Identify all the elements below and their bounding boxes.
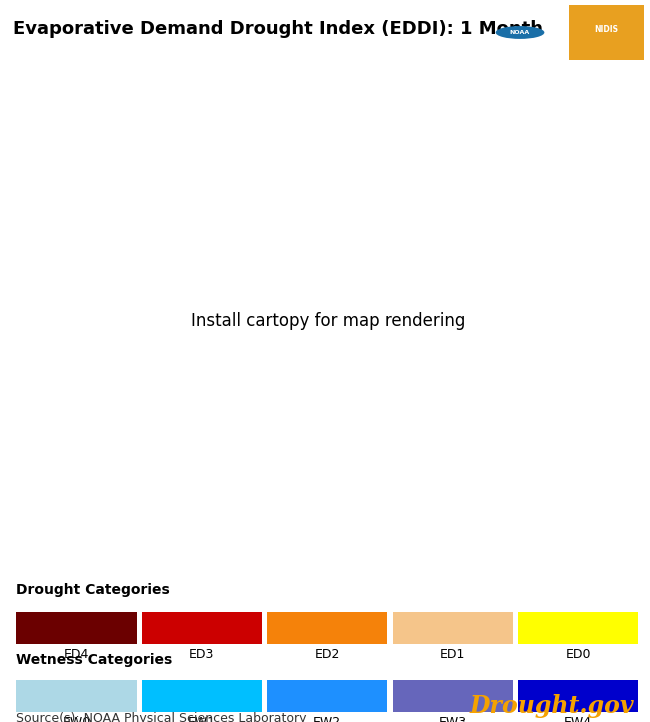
FancyBboxPatch shape [16,680,136,712]
Text: NOAA: NOAA [510,30,530,35]
Text: EW1: EW1 [188,716,216,722]
Text: EW3: EW3 [439,716,467,722]
Text: Drought Categories: Drought Categories [16,583,170,597]
Text: Wetness Categories: Wetness Categories [16,653,172,666]
Text: Install cartopy for map rendering: Install cartopy for map rendering [191,313,465,330]
Text: EW0: EW0 [62,716,90,722]
Text: ED4: ED4 [64,648,89,661]
Text: ED0: ED0 [566,648,591,661]
Text: ED3: ED3 [189,648,214,661]
Text: Source(s): NOAA Physical Sciences Laboratory
Last Updated - 08/17/21: Source(s): NOAA Physical Sciences Labora… [16,712,307,722]
FancyBboxPatch shape [569,5,644,60]
Text: ED2: ED2 [315,648,340,661]
Text: ED1: ED1 [440,648,465,661]
FancyBboxPatch shape [142,612,262,644]
FancyBboxPatch shape [267,680,387,712]
Ellipse shape [495,26,545,39]
FancyBboxPatch shape [518,612,638,644]
FancyBboxPatch shape [267,612,387,644]
FancyBboxPatch shape [518,680,638,712]
FancyBboxPatch shape [16,612,136,644]
FancyBboxPatch shape [142,680,262,712]
FancyBboxPatch shape [393,612,513,644]
Text: NIDIS: NIDIS [595,25,618,34]
Text: Drought.gov: Drought.gov [469,694,634,718]
FancyBboxPatch shape [393,680,513,712]
Text: EW4: EW4 [564,716,592,722]
Text: Evaporative Demand Drought Index (EDDI): 1 Month: Evaporative Demand Drought Index (EDDI):… [13,20,543,38]
Text: EW2: EW2 [313,716,341,722]
